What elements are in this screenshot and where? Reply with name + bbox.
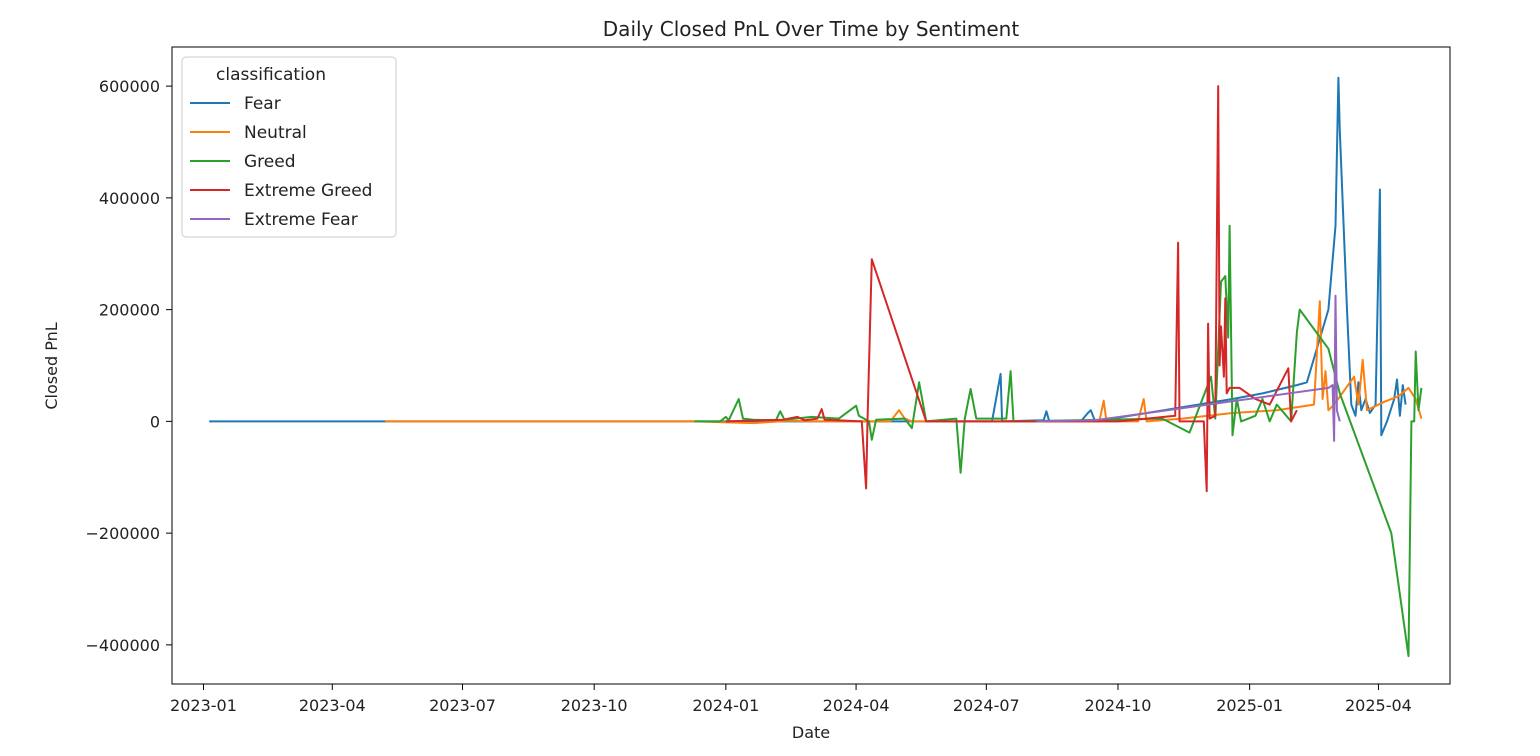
legend: classification Fear Neutral Greed Extreme Gr…: [181, 56, 397, 238]
x-axis: 2023-01 2023-04 2023-07 2023-10 2024-01 2024-…: [170, 684, 1412, 715]
y-tick-label: −200000: [86, 524, 160, 543]
series-line-extreme-greed: [725, 85, 1298, 493]
legend-label: Neutral: [244, 123, 307, 143]
x-tick-label: 2023-01: [170, 696, 237, 715]
x-tick-label: 2024-07: [953, 696, 1020, 715]
x-tick-label: 2025-01: [1216, 696, 1283, 715]
series-layer: [209, 76, 1423, 658]
y-tick-label: 400000: [99, 189, 160, 208]
legend-label: Greed: [244, 152, 296, 172]
y-axis: −400000 −200000 0 200000 400000 600000: [86, 77, 172, 655]
legend-box: [181, 56, 397, 238]
plot-frame: [171, 46, 1451, 685]
y-tick-label: 200000: [99, 301, 160, 320]
legend-title: classification: [216, 65, 326, 85]
y-axis-title: Closed PnL: [42, 322, 61, 409]
x-axis-title: Date: [792, 723, 830, 742]
series-line-greed: [694, 224, 1423, 658]
legend-label: Extreme Fear: [244, 210, 358, 230]
y-tick-label: 0: [150, 412, 160, 431]
x-tick-label: 2025-04: [1345, 696, 1412, 715]
x-tick-label: 2024-10: [1085, 696, 1152, 715]
y-tick-label: 600000: [99, 77, 160, 96]
y-tick-label: −400000: [86, 636, 160, 655]
chart-title: Daily Closed PnL Over Time by Sentiment: [603, 17, 1020, 41]
x-tick-label: 2023-07: [429, 696, 496, 715]
series-line-neutral: [385, 300, 1423, 425]
legend-label: Extreme Greed: [244, 181, 372, 201]
legend-label: Fear: [244, 94, 281, 114]
series-line-fear: [209, 76, 1407, 437]
x-tick-label: 2024-04: [823, 696, 890, 715]
series-line-extreme-fear: [1036, 294, 1341, 442]
x-tick-label: 2024-01: [692, 696, 759, 715]
x-tick-label: 2023-04: [299, 696, 366, 715]
x-tick-label: 2023-10: [561, 696, 628, 715]
